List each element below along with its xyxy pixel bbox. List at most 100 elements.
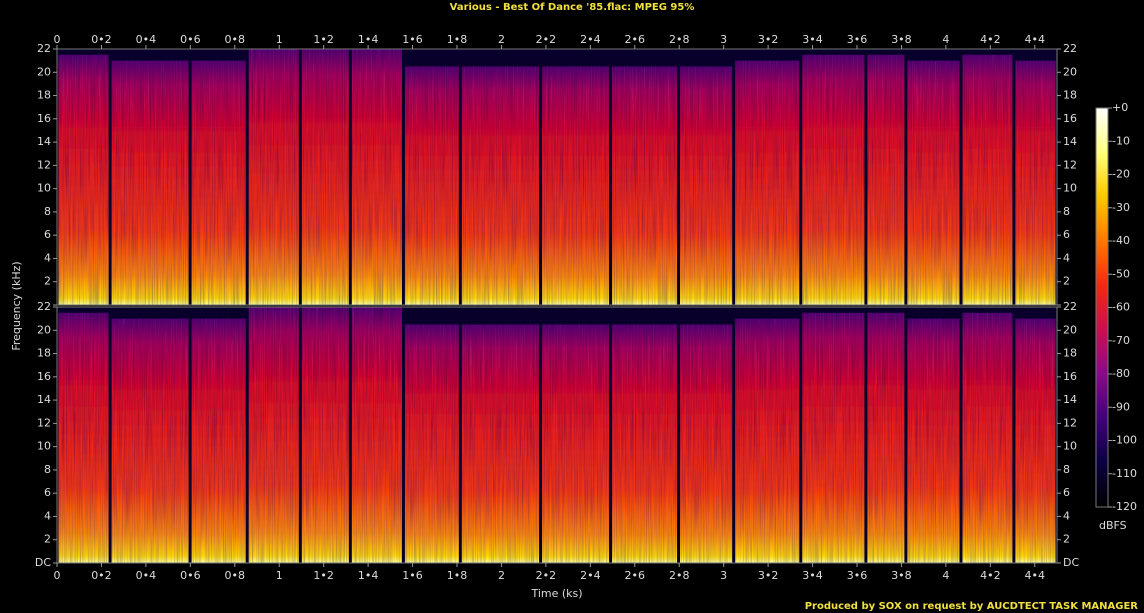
chart-title: Various - Best Of Dance '85.flac: MPEG 9… [450, 2, 695, 13]
track-spectrum [542, 324, 610, 563]
track-spectrum [1015, 60, 1056, 305]
y-tick-label: 16 [1063, 112, 1077, 125]
track-spectrum [867, 54, 905, 306]
panel-frame [56, 48, 1058, 306]
x-axis-label: Time (ks) [530, 587, 582, 600]
x-tick-label: 0•6 [180, 33, 201, 46]
y-tick-label: 4 [1063, 251, 1070, 264]
colorbar-tick-label: -60 [1112, 301, 1130, 314]
y-tick-label: 12 [1063, 416, 1077, 429]
y-tick-label: 20 [37, 65, 51, 78]
y-tick-label: 18 [1063, 89, 1077, 102]
x-tick-label: 3•8 [891, 569, 912, 582]
x-tick-label: 1•2 [313, 569, 334, 582]
y-tick-label: 12 [37, 416, 51, 429]
track-spectrum [542, 66, 610, 305]
track-spectrum [191, 318, 246, 563]
y-tick-label: 6 [1063, 486, 1070, 499]
colorbar-tick-label: -100 [1112, 434, 1137, 447]
x-tick-label: 3 [720, 569, 727, 582]
y-tick-label: 8 [1063, 463, 1070, 476]
y-tick-label: 6 [1063, 228, 1070, 241]
x-tick-label: 0•4 [136, 33, 157, 46]
y-tick-label: 2 [1063, 275, 1070, 288]
x-tick-label: 4 [942, 33, 949, 46]
track-spectrum [962, 54, 1013, 306]
x-tick-label: 0•2 [91, 33, 112, 46]
x-tick-label: 1 [276, 33, 283, 46]
x-tick-label: 0 [54, 33, 61, 46]
x-tick-label: 2•6 [625, 569, 646, 582]
x-tick-label: 4 [942, 569, 949, 582]
x-tick-label: 1•6 [402, 569, 423, 582]
x-tick-label: 3•6 [847, 33, 868, 46]
x-tick-label: 2•8 [669, 33, 690, 46]
y-tick-label: 14 [37, 393, 51, 406]
track-spectrum [191, 60, 246, 305]
y-tick-label: 2 [1063, 533, 1070, 546]
track-spectrum [301, 49, 349, 305]
y-tick-label: 10 [1063, 440, 1077, 453]
y-tick-label: 2 [44, 533, 51, 546]
x-tick-label: 0•2 [91, 569, 112, 582]
x-tick-label: 1•2 [313, 33, 334, 46]
x-tick-label: 2 [498, 33, 505, 46]
y-tick-label: 22 [1063, 42, 1077, 55]
track-spectrum [612, 66, 678, 305]
track-spectrum [351, 49, 402, 305]
colorbar [1095, 107, 1109, 508]
y-tick-label: 22 [37, 42, 51, 55]
panel-frame [56, 306, 1058, 564]
y-tick-label: 20 [37, 323, 51, 336]
colorbar-tick-label: +0 [1112, 101, 1128, 114]
y-tick-label: 4 [44, 251, 51, 264]
y-tick-label: 2 [44, 275, 51, 288]
colorbar-tick-label: -80 [1112, 367, 1130, 380]
x-tick-label: 1•4 [358, 569, 379, 582]
y-tick-label: 22 [1063, 300, 1077, 313]
colorbar-tick-label: -120 [1112, 500, 1137, 513]
x-tick-label: 4•4 [1025, 569, 1046, 582]
x-tick-label: 3 [720, 33, 727, 46]
y-tick-label: 8 [1063, 205, 1070, 218]
y-tick-label: 14 [37, 135, 51, 148]
y-tick-label: 8 [44, 463, 51, 476]
track-spectrum [735, 60, 800, 305]
x-tick-label: 2•6 [625, 33, 646, 46]
track-spectrum [867, 312, 905, 563]
track-spectrum [111, 318, 189, 563]
x-tick-label: 0•4 [136, 569, 157, 582]
y-tick-label: 20 [1063, 323, 1077, 336]
x-tick-label: 4•4 [1025, 33, 1046, 46]
track-spectrum [58, 54, 109, 306]
track-spectrum [461, 66, 540, 305]
y-tick-label: DC [35, 556, 51, 569]
y-tick-label: 14 [1063, 135, 1077, 148]
y-tick-label: DC [1063, 556, 1079, 569]
x-tick-label: 2•4 [580, 569, 601, 582]
track-spectrum [735, 318, 800, 563]
track-spectrum [680, 66, 733, 305]
x-tick-label: 2•4 [580, 33, 601, 46]
track-spectrum [351, 307, 402, 563]
track-spectrum [404, 324, 459, 563]
x-tick-label: 1•6 [402, 33, 423, 46]
track-spectrum [907, 318, 960, 563]
track-spectrum [680, 324, 733, 563]
y-tick-label: 10 [37, 182, 51, 195]
x-tick-label: 1 [276, 569, 283, 582]
y-tick-label: 12 [37, 158, 51, 171]
y-tick-label: 6 [44, 486, 51, 499]
track-spectrum [962, 312, 1013, 563]
track-spectrum [461, 324, 540, 563]
x-tick-label: 1•8 [447, 569, 468, 582]
x-tick-label: 3•6 [847, 569, 868, 582]
colorbar-tick-label: -10 [1112, 134, 1130, 147]
colorbar-tick-label: -20 [1112, 168, 1130, 181]
track-spectrum [612, 324, 678, 563]
x-tick-label: 3•4 [802, 33, 823, 46]
x-tick-label: 3•8 [891, 33, 912, 46]
y-tick-label: 12 [1063, 158, 1077, 171]
x-tick-label: 3•4 [802, 569, 823, 582]
y-tick-label: 16 [37, 370, 51, 383]
